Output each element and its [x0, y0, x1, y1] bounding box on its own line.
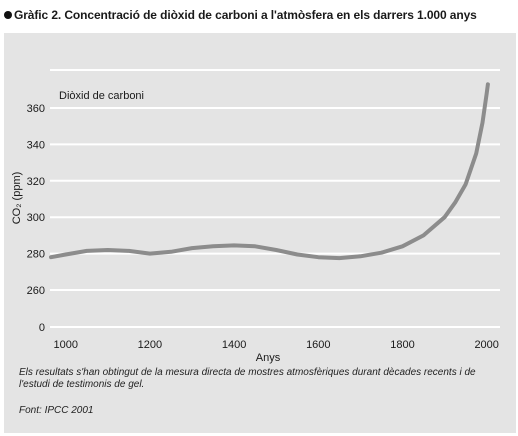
x-axis-label: Anys: [256, 352, 281, 364]
co2-series-line: [49, 82, 490, 261]
y-tick-labels: 0 260 280 300 320 340 360: [27, 103, 45, 334]
x-tick-label: 1000: [53, 339, 77, 351]
x-tick-label: 2000: [474, 339, 498, 351]
bullet-icon: [4, 11, 12, 19]
x-tick-label: 1600: [306, 339, 330, 351]
y-tick-label: 280: [27, 249, 45, 261]
y-tick-label: 260: [27, 285, 45, 297]
source-note: Font: IPCC 2001: [19, 405, 94, 416]
x-tick-label: 1200: [138, 339, 162, 351]
chart-panel: [4, 33, 516, 433]
x-tick-labels: 1000 1200 1400 1600 1800 2000: [53, 339, 498, 351]
x-tick-label: 1400: [222, 339, 246, 351]
y-tick-label: 340: [27, 139, 45, 151]
y-tick-label: 0: [39, 322, 45, 334]
chart-heading: Gràfic 2. Concentració de diòxid de carb…: [4, 8, 477, 22]
method-note: Els resultats s'han obtingut de la mesur…: [19, 367, 476, 390]
chart-title: Gràfic 2. Concentració de diòxid de carb…: [14, 8, 477, 22]
grid-lines: [50, 69, 500, 328]
series-label: Diòxid de carboni: [59, 90, 144, 102]
x-tick-label: 1800: [390, 339, 414, 351]
y-tick-label: 320: [27, 176, 45, 188]
y-tick-label: 300: [27, 212, 45, 224]
y-axis-label: CO₂ (ppm): [11, 172, 23, 225]
y-tick-label: 360: [27, 103, 45, 115]
